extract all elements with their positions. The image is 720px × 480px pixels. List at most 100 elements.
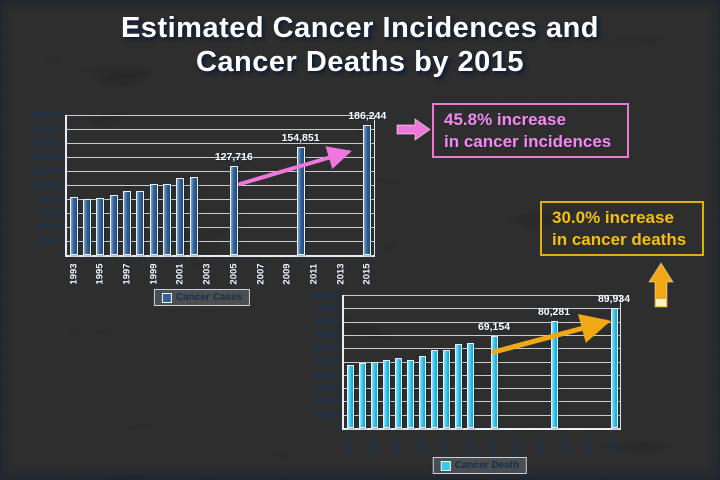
legend-swatch: [440, 460, 451, 471]
grid-line: [344, 388, 620, 390]
bar: [394, 358, 402, 428]
bar-value-label: 80,281: [537, 306, 571, 319]
legend-swatch: [161, 292, 172, 303]
x-axis-tick-label: 1993: [344, 436, 356, 458]
slide-title: Estimated Cancer Incidences and Cancer D…: [0, 12, 720, 80]
x-axis-tick-label: 2013: [335, 263, 347, 285]
bar: [363, 124, 372, 255]
x-axis-tick-label: 2005: [488, 436, 500, 458]
x-axis-tick-label: 2009: [536, 436, 548, 458]
y-axis-tick-label: 50000: [313, 356, 339, 367]
grid-line: [67, 241, 374, 242]
grid-line: [67, 129, 374, 130]
bar: [109, 194, 118, 255]
bar: [163, 184, 172, 255]
bar: [176, 178, 185, 255]
y-axis-tick-label: 200000: [31, 110, 62, 120]
x-axis-tick-label: 2009: [281, 263, 293, 285]
y-axis-tick-label: 20000: [36, 236, 62, 246]
grid-line: [67, 143, 374, 144]
y-axis-tick-label: 70000: [313, 329, 339, 340]
bar: [189, 176, 198, 255]
x-axis-tick-label: 1999: [416, 436, 428, 458]
grid-line: [67, 115, 374, 116]
gold-up-arrow-tip-band: [656, 299, 666, 306]
y-axis-tick-label: 160000: [31, 138, 62, 148]
x-axis-tick-label: 1995: [94, 263, 106, 285]
bar: [346, 364, 354, 428]
grid-line: [344, 334, 620, 336]
x-axis-tick-label: 2013: [584, 436, 596, 458]
grid-line: [344, 348, 620, 350]
x-axis-tick-label: 1997: [392, 436, 404, 458]
y-axis-tick-label: 0: [333, 423, 339, 433]
x-axis-tick-label: 1995: [368, 436, 380, 458]
bar: [370, 361, 378, 428]
bar: [442, 349, 450, 428]
y-axis-tick-label: 60000: [36, 208, 62, 218]
y-axis-tick-label: 180000: [31, 124, 62, 134]
gold-up-arrow-icon: [648, 262, 674, 308]
y-axis-tick-label: 80000: [36, 194, 62, 204]
y-axis-tick-label: 100000: [31, 180, 62, 190]
y-axis-tick-label: 40000: [36, 222, 62, 232]
y-axis-tick-label: 60000: [313, 343, 339, 354]
legend-label: Cancer Cases: [175, 292, 243, 303]
bar-value-label: 154,851: [281, 131, 320, 144]
y-axis-tick-label: 40000: [313, 369, 339, 380]
y-axis-tick-label: 90000: [313, 303, 339, 314]
incidence-increase-line2: in cancer incidences: [444, 132, 612, 152]
legend: Cancer Cases: [153, 289, 251, 306]
bar: [123, 191, 132, 255]
x-axis-tick-label: 2011: [560, 436, 572, 458]
grid-line: [67, 213, 374, 214]
grid-line: [344, 414, 620, 416]
death-increase-line1: 30.0% increase: [552, 208, 674, 227]
grid-line: [67, 199, 374, 200]
slide-title-line2: Cancer Deaths by 2015: [195, 45, 525, 78]
bar-value-label: 127,716: [214, 150, 253, 163]
x-axis-tick-label: 2003: [201, 263, 213, 285]
incidence-increase-line1: 45.8% increase: [444, 110, 566, 129]
grid-line: [344, 295, 620, 296]
x-axis-tick-label: 2007: [255, 263, 267, 285]
bar-value-label: 89,934: [597, 293, 631, 306]
grid-line: [67, 157, 374, 158]
grid-line: [67, 227, 374, 228]
y-axis-tick-label: 30000: [313, 383, 339, 394]
y-axis-tick-label: 0: [56, 250, 62, 260]
y-axis-tick-label: 20000: [313, 396, 339, 407]
x-axis-tick-label: 2007: [512, 436, 524, 458]
bar: [550, 321, 558, 428]
grid-line: [67, 185, 374, 186]
x-axis-tick-label: 2003: [464, 436, 476, 458]
grid-line: [344, 361, 620, 363]
bar: [610, 308, 618, 428]
x-axis-tick-label: 1993: [68, 263, 80, 285]
x-axis-tick-label: 2015: [361, 263, 373, 285]
bar-value-label: 69,154: [477, 321, 511, 334]
bar: [454, 343, 462, 428]
bar: [229, 165, 238, 255]
legend-label: Cancer Death: [454, 460, 520, 471]
pink-right-arrow-icon: [396, 118, 431, 141]
bar: [96, 197, 105, 255]
y-axis-tick-label: 140000: [31, 152, 62, 162]
y-axis-tick-label: 100000: [308, 290, 339, 300]
grid-line: [344, 401, 620, 403]
bar: [358, 362, 366, 428]
bar-value-label: 186,244: [348, 109, 387, 122]
death-increase-line2: in cancer deaths: [552, 230, 687, 250]
y-axis-tick-label: 80000: [313, 316, 339, 327]
x-axis-tick-label: 1997: [121, 263, 133, 285]
x-axis-tick-label: 2001: [174, 263, 186, 285]
death-increase-callout: 30.0% increase in cancer deaths: [540, 201, 704, 256]
cancer-cases-chart: 0 20000 40000 60000 80000 100000 120000 140000 1…: [32, 110, 386, 306]
legend: Cancer Death: [432, 457, 528, 474]
y-axis-tick-label: 120000: [31, 166, 62, 176]
y-axis-tick-label: 10000: [313, 409, 339, 420]
x-axis-tick-label: 2011: [308, 263, 320, 285]
bar: [69, 196, 78, 255]
bar: [296, 146, 305, 255]
